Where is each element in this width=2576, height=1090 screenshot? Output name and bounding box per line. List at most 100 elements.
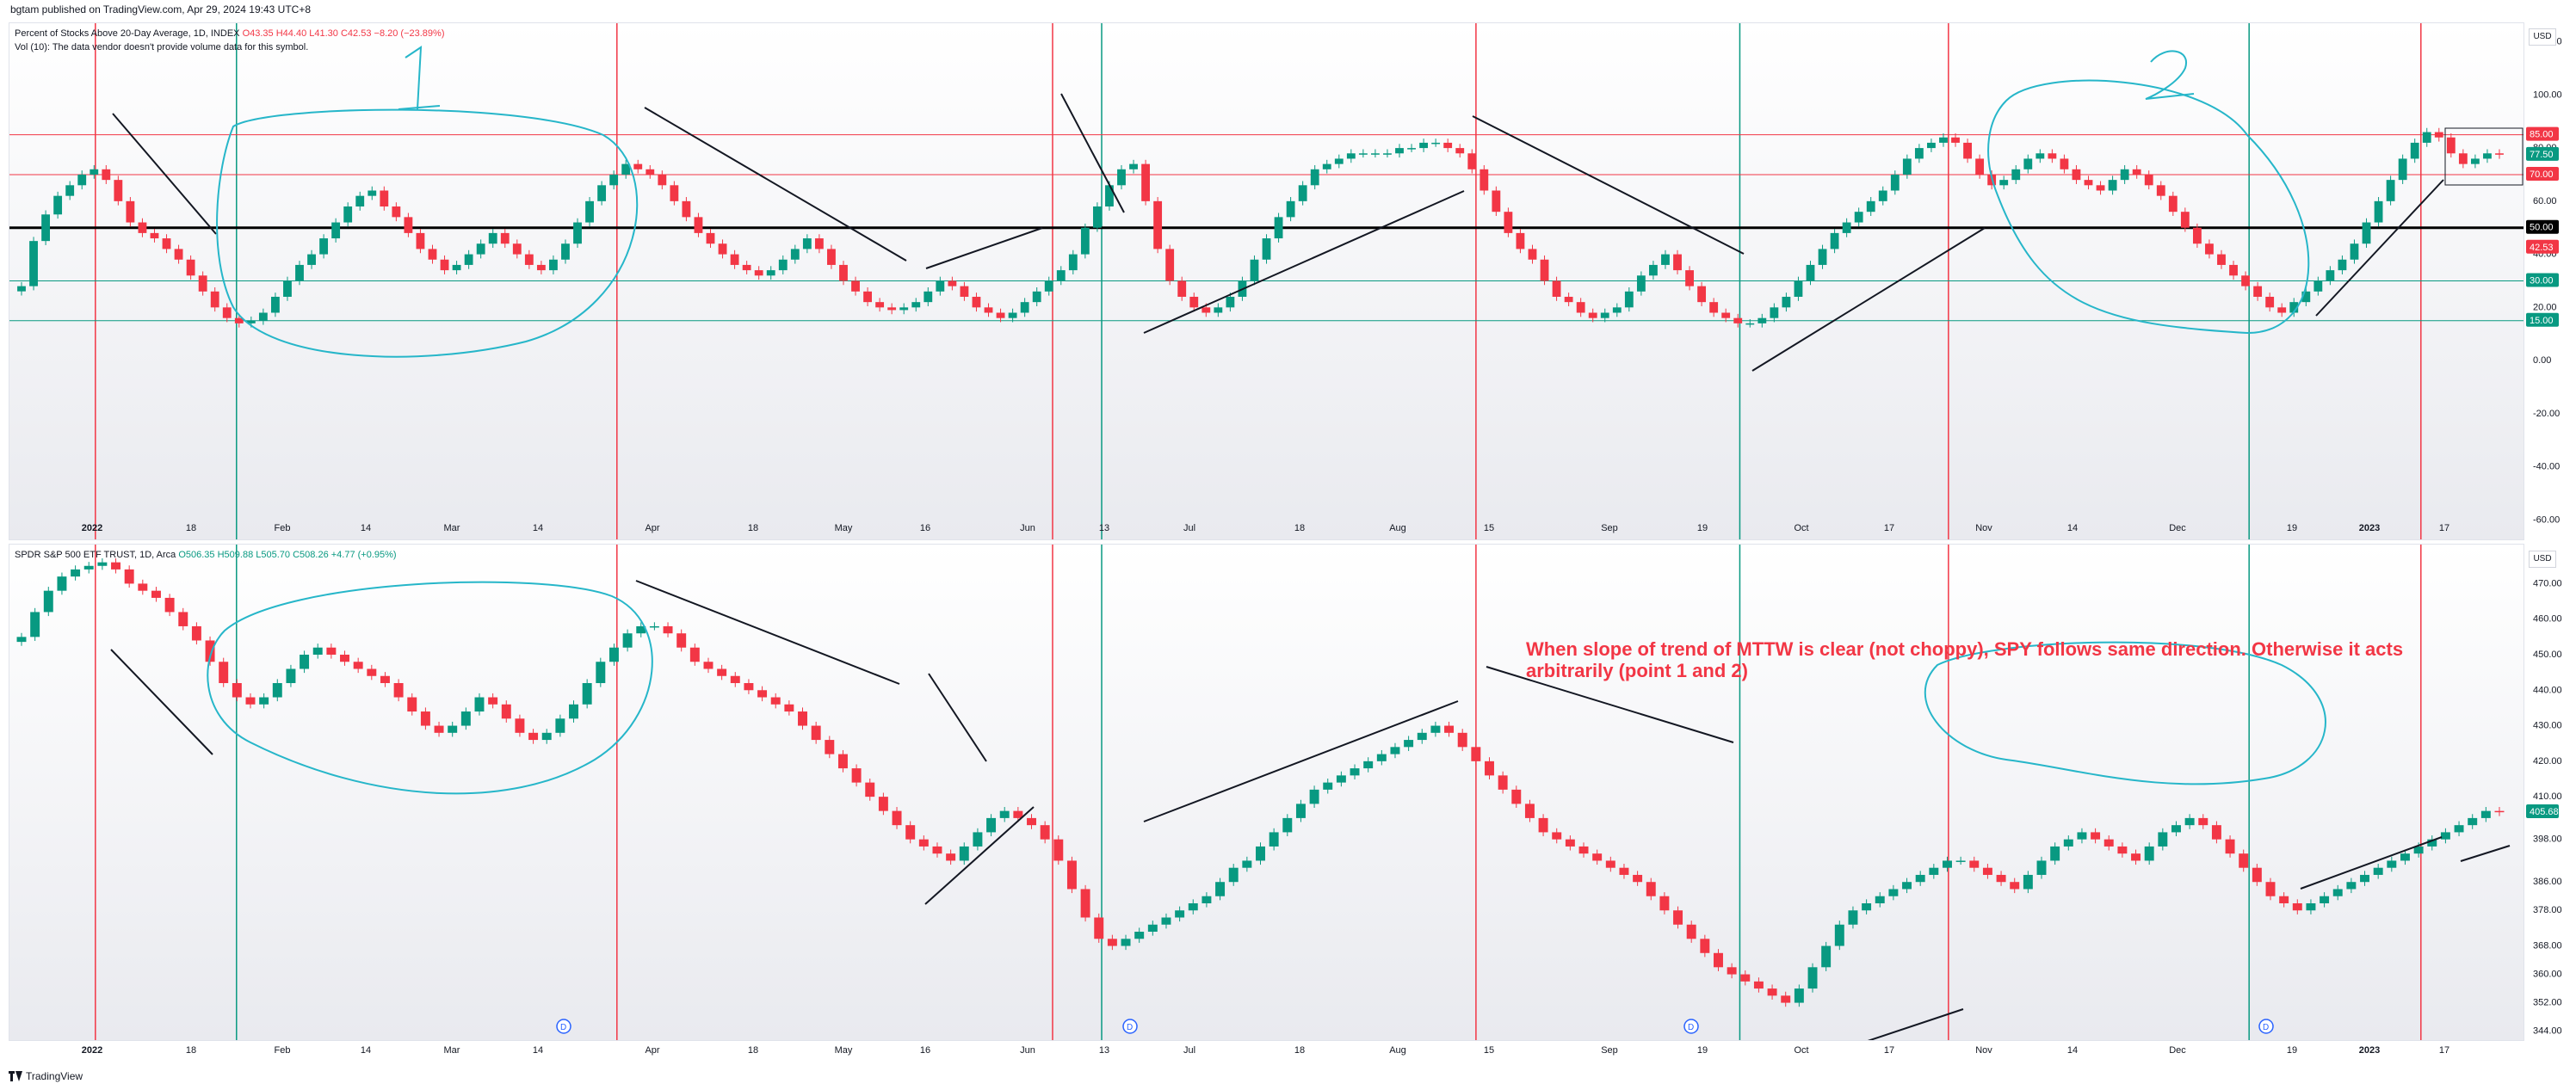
- candle-body: [703, 662, 713, 669]
- candle-body: [368, 190, 377, 196]
- candle-body: [596, 662, 606, 684]
- trend-line: [1472, 115, 1745, 255]
- x-tick-label: 18: [747, 523, 759, 533]
- x-tick-label: 13: [1098, 523, 1110, 533]
- candle-body: [1008, 312, 1017, 318]
- candle-body: [2422, 132, 2431, 143]
- time-axis-bottom[interactable]: 2022 18 Feb 14 Mar 14 Apr 18 May 16 Jun 13 Jul 18 Aug 1…: [9, 1043, 2524, 1062]
- candle-body: [827, 249, 836, 265]
- candle-body: [2265, 296, 2275, 308]
- candle-body: [2077, 832, 2087, 840]
- y-tick-label: 470.00: [2533, 578, 2562, 588]
- candle-body: [1821, 945, 1832, 968]
- price-tag-badge: [2526, 219, 2559, 234]
- candle-body: [1753, 981, 1764, 989]
- candle-body: [174, 249, 183, 260]
- candle-body: [1117, 169, 1126, 186]
- candle-body: [676, 633, 687, 648]
- candle-body: [1455, 148, 1465, 154]
- candle-body: [1511, 789, 1522, 804]
- candle-body: [1685, 270, 1694, 286]
- x-tick-label: 14: [2066, 523, 2079, 533]
- mmtw-volume-note: Vol (10): The data vendor doesn't provid…: [15, 42, 309, 52]
- candle-body: [2313, 280, 2323, 292]
- candle-body: [2063, 839, 2073, 847]
- candle-body: [1757, 317, 1767, 323]
- candle-body: [1404, 740, 1414, 748]
- candle-body: [326, 647, 337, 655]
- candle-body: [1443, 142, 1453, 149]
- price-tag-badge: [2526, 146, 2559, 161]
- candle-body: [2023, 874, 2033, 890]
- dividend-marker-label: D: [1127, 1023, 1133, 1032]
- candle-body: [1498, 775, 1508, 790]
- candle-body: [1383, 153, 1392, 155]
- candle-body: [2480, 810, 2491, 818]
- candle-body: [837, 754, 848, 769]
- price-tag-badge: [2526, 273, 2559, 287]
- candle-body: [1605, 860, 1615, 868]
- mmtw-high: H44.40: [275, 28, 307, 39]
- trend-line: [1143, 190, 1465, 334]
- candle-body: [778, 259, 788, 271]
- candle-body: [1929, 867, 1939, 875]
- mmtw-title: Percent of Stocks Above 20-Day Average, …: [15, 28, 240, 39]
- mmtw-chart-pane[interactable]: Percent of Stocks Above 20-Day Average, …: [9, 22, 2524, 540]
- y-tick-label: 0.00: [2533, 355, 2551, 366]
- candle-body: [1770, 307, 1779, 318]
- candle-body: [1794, 280, 1803, 297]
- candle-body: [585, 200, 594, 223]
- candle-body: [1323, 782, 1333, 790]
- price-tag-label: 405.68: [2530, 807, 2559, 817]
- candle-body: [1471, 747, 1481, 761]
- candle-body: [802, 238, 812, 249]
- candle-body: [1955, 860, 1966, 862]
- spy-price-scale[interactable]: 470.00 460.00 450.00 440.00 430.00 420.00 410.…: [2524, 544, 2576, 1041]
- candle-body: [1686, 924, 1696, 939]
- x-tick-label: 17: [1883, 1045, 1895, 1056]
- currency-button-bottom[interactable]: USD: [2529, 551, 2556, 568]
- candle-body: [1032, 291, 1041, 303]
- candle-body: [1612, 307, 1622, 313]
- y-tick-label: -40.00: [2533, 462, 2560, 472]
- candle-body: [1646, 882, 1656, 896]
- spy-chart-pane[interactable]: D D D D SPDR S&P 500 ETF TRUST, 1D, Arca O5…: [9, 544, 2524, 1041]
- candle-body: [670, 185, 679, 201]
- candle-body: [770, 697, 781, 705]
- mmtw-open: O43.35: [242, 28, 274, 39]
- candle-body: [1854, 212, 1863, 223]
- candle-body: [1080, 227, 1090, 255]
- spy-header: SPDR S&P 500 ETF TRUST, 1D, Arca O506.35…: [15, 550, 397, 560]
- candle-body: [1982, 867, 1992, 875]
- candle-body: [2225, 839, 2235, 854]
- candle-body: [77, 174, 87, 186]
- candle-body: [706, 232, 715, 244]
- candle-body: [986, 817, 997, 833]
- mmtw-price-scale[interactable]: 120.00100.0080.0060.0040.0020.000.00-20.…: [2524, 22, 2576, 540]
- candle-body: [2360, 874, 2370, 883]
- candle-body: [948, 280, 957, 286]
- spy-change: +4.77 (+0.95%): [330, 550, 397, 560]
- x-tick-label: 19: [1696, 523, 1708, 533]
- dividend-marker-icon: [556, 1019, 571, 1034]
- candle-body: [905, 825, 916, 840]
- candle-body: [2144, 174, 2153, 186]
- currency-button-top[interactable]: USD: [2529, 28, 2556, 46]
- candle-body: [718, 243, 727, 255]
- candle-body: [1999, 180, 2009, 186]
- candle-body: [448, 725, 458, 733]
- candle-body: [622, 633, 633, 648]
- candle-body: [1600, 312, 1609, 318]
- x-tick-label: Nov: [1975, 523, 1992, 533]
- candle-body: [2301, 291, 2311, 303]
- candle-body: [784, 704, 794, 712]
- candle-body: [440, 259, 449, 271]
- highlight-circle-2: [1924, 641, 2326, 785]
- candle-body: [1242, 860, 1252, 868]
- candle-body: [863, 291, 872, 303]
- candle-body: [300, 654, 310, 669]
- candle-body: [404, 217, 413, 233]
- candle-body: [1834, 924, 1844, 946]
- time-axis-top[interactable]: 2022 18 Feb 14 Mar 14 Apr 18 May 16 Jun 13 Jul 18 Aug 1…: [9, 520, 2524, 539]
- candle-body: [689, 647, 700, 662]
